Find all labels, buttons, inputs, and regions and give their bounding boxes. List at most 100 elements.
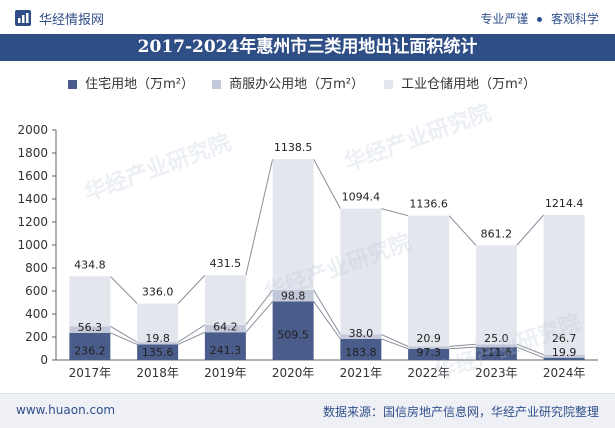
y-tick-label-9: 1800	[17, 146, 48, 160]
legend-item-residential: 住宅用地（万m²）	[68, 73, 194, 92]
tagline-left: 专业严谨	[480, 12, 529, 26]
bar-0-5	[408, 348, 450, 360]
data-label-residential-2: 241.3	[210, 344, 242, 357]
data-label-residential-7: 19.9	[552, 346, 577, 359]
y-tick-label-2: 400	[25, 307, 48, 321]
data-label-commercial-3: 98.8	[281, 289, 306, 302]
legend-item-industrial: 工业仓储用地（万m²）	[384, 73, 536, 92]
data-label-industrial-1: 336.0	[142, 285, 174, 298]
legend-swatch-commercial	[212, 80, 221, 89]
data-label-commercial-1: 19.8	[145, 332, 170, 345]
connector-line-1-3	[313, 289, 341, 335]
connector-line-2-4	[381, 208, 409, 217]
bar-2-7	[543, 214, 585, 355]
bar-2-5	[408, 215, 450, 347]
connector-line-0-6	[516, 346, 544, 359]
connector-line-1-2	[245, 289, 274, 326]
bar-0-7	[543, 357, 585, 360]
connector-line-1-0	[110, 325, 138, 343]
x-tick-label-0: 2017年	[69, 366, 112, 380]
data-label-residential-5: 97.3	[416, 346, 441, 359]
connector-line-2-1	[177, 274, 206, 304]
data-label-commercial-2: 64.2	[213, 320, 238, 333]
connector-line-0-5	[449, 346, 476, 350]
bar-1-2	[204, 324, 246, 333]
footer-site-link[interactable]: www.huaon.com	[16, 403, 116, 417]
data-label-industrial-2: 431.5	[210, 257, 242, 270]
y-tick-label-6: 1200	[17, 215, 48, 229]
connector-line-1-6	[516, 343, 544, 356]
bar-1-4	[340, 334, 382, 339]
connector-line-2-5	[448, 215, 477, 246]
connector-line-2-6	[516, 214, 544, 246]
connector-line-0-0	[110, 332, 138, 345]
bar-2-2	[204, 275, 246, 325]
chart-title: 2017-2024年惠州市三类用地出让面积统计	[0, 34, 615, 61]
data-label-industrial-3: 1138.5	[274, 141, 313, 154]
bar-1-6	[475, 344, 517, 348]
x-tick-label-2: 2019年	[204, 366, 247, 380]
data-label-industrial-6: 861.2	[481, 227, 513, 240]
connector-line-0-2	[245, 301, 274, 333]
top-bar: 华经情报网 专业严谨 客观科学	[0, 0, 615, 34]
bar-1-7	[543, 354, 585, 358]
data-label-commercial-0: 56.3	[78, 321, 103, 334]
connector-line-0-1	[177, 331, 206, 345]
data-source: 数据来源：国信房地产信息网，华经产业研究院整理	[322, 405, 599, 419]
brand-name: 华经情报网	[39, 13, 105, 28]
tagline-dot	[537, 17, 543, 22]
connector-line-0-4	[381, 338, 409, 350]
bar-0-1	[137, 344, 179, 360]
x-tick-label-7: 2024年	[543, 366, 586, 380]
y-tick-label-8: 1600	[17, 169, 48, 183]
bar-2-1	[137, 303, 179, 343]
connector-line-2-2	[245, 159, 274, 276]
connector-line-2-0	[110, 276, 138, 304]
y-tick-label-1: 200	[25, 330, 48, 344]
y-tick-label-4: 800	[25, 261, 48, 275]
data-label-residential-0: 236.2	[74, 344, 106, 357]
y-tick-label-0: 0	[40, 353, 48, 367]
bar-2-0	[69, 276, 111, 327]
connector-line-2-3	[313, 158, 341, 209]
connector-line-1-5	[449, 343, 476, 347]
y-tick-label-10: 2000	[17, 123, 48, 137]
chart-legend: 住宅用地（万m²） 商服办公用地（万m²） 工业仓储用地（万m²）	[0, 73, 615, 92]
connector-line-1-1	[177, 324, 206, 343]
bar-2-6	[475, 245, 517, 345]
data-label-industrial-4: 1094.4	[342, 191, 381, 204]
y-tick-label-7: 1400	[17, 192, 48, 206]
x-tick-label-5: 2022年	[407, 366, 450, 380]
connector-line-0-3	[313, 301, 341, 340]
y-tick-label-3: 600	[25, 284, 48, 298]
data-label-residential-1: 135.6	[142, 346, 174, 359]
footer: www.huaon.com 数据来源：国信房地产信息网，华经产业研究院整理	[0, 393, 615, 428]
bar-2-4	[340, 208, 382, 335]
data-label-commercial-7: 26.7	[552, 332, 577, 345]
legend-swatch-industrial	[384, 80, 393, 89]
x-tick-label-4: 2021年	[340, 366, 383, 380]
y-tick-label-5: 1000	[17, 238, 48, 252]
connector-line-1-4	[381, 334, 409, 347]
bar-0-2	[204, 332, 246, 360]
data-label-residential-3: 509.5	[277, 329, 309, 342]
stacked-bar-chart: 0 200 400 600 800 1000 1200 1400 1600 1800 2000 236…	[17, 123, 598, 380]
legend-label-industrial: 工业仓储用地（万m²）	[401, 77, 537, 92]
tagline-right: 客观科学	[550, 12, 599, 26]
bar-1-0	[69, 326, 111, 333]
data-label-industrial-0: 434.8	[74, 258, 106, 271]
data-label-residential-4: 183.8	[345, 346, 377, 359]
x-tick-label-1: 2018年	[136, 366, 179, 380]
bar-1-3	[272, 290, 314, 302]
data-label-commercial-4: 38.0	[349, 327, 374, 340]
data-label-residential-6: 111.6	[481, 346, 513, 359]
bar-0-3	[272, 301, 314, 360]
data-label-commercial-5: 20.9	[416, 332, 441, 345]
bar-1-1	[137, 342, 179, 345]
bar-0-4	[340, 338, 382, 360]
tagline: 专业严谨 客观科学	[480, 10, 599, 27]
legend-label-commercial: 商服办公用地（万m²）	[229, 77, 365, 92]
legend-label-residential: 住宅用地（万m²）	[85, 77, 195, 92]
x-tick-label-6: 2023年	[475, 366, 518, 380]
bar-2-3	[272, 159, 314, 291]
